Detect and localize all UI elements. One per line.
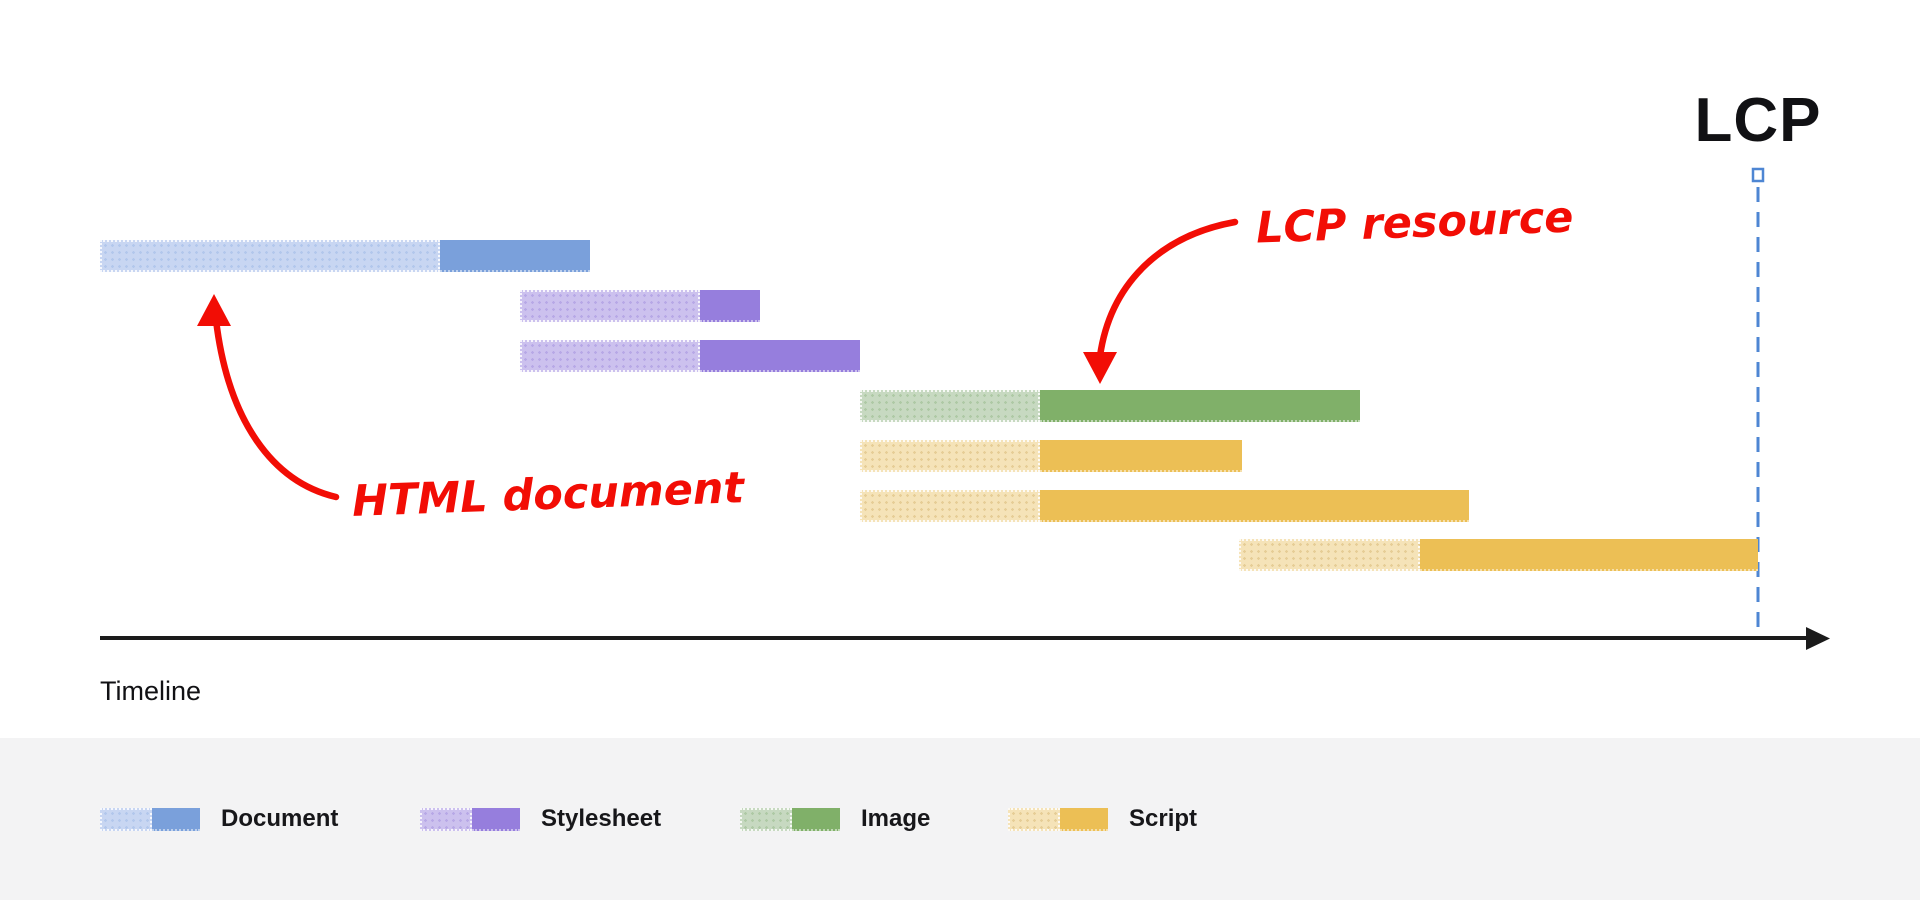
script-swatch-light bbox=[1008, 807, 1060, 831]
document-swatch-light bbox=[100, 807, 152, 831]
stylesheet-active-segment bbox=[700, 340, 860, 372]
lcp-title: LCP bbox=[1694, 86, 1822, 155]
document-active-segment bbox=[440, 240, 590, 272]
axis-arrowhead-icon bbox=[1806, 627, 1830, 650]
stylesheet-wait-segment bbox=[520, 340, 700, 372]
legend-item-stylesheet: Stylesheet bbox=[420, 804, 661, 834]
legend-label-image: Image bbox=[861, 805, 931, 832]
stylesheet-wait-segment bbox=[520, 290, 700, 322]
image-swatch-dark bbox=[792, 807, 840, 831]
stylesheet-swatch-dark bbox=[472, 807, 520, 831]
script-swatch-dark bbox=[1060, 807, 1108, 831]
lcp-marker-handle-icon bbox=[1751, 167, 1765, 183]
image-bar bbox=[860, 390, 1360, 422]
stylesheet-swatch-light bbox=[420, 807, 472, 831]
image-swatch-icon bbox=[740, 807, 840, 831]
script-wait-segment bbox=[860, 440, 1040, 472]
legend-label-document: Document bbox=[221, 805, 339, 832]
legend-item-script: Script bbox=[1008, 804, 1197, 834]
script-bar bbox=[1239, 539, 1758, 571]
stylesheet-bar bbox=[520, 290, 760, 322]
stylesheet-bar bbox=[520, 340, 860, 372]
html-document-arrow-icon bbox=[197, 294, 340, 501]
image-swatch-light bbox=[740, 807, 792, 831]
document-swatch-dark bbox=[152, 807, 200, 831]
legend-strip bbox=[0, 738, 1920, 900]
script-wait-segment bbox=[860, 490, 1040, 522]
html-document-annotation: HTML document bbox=[351, 463, 745, 527]
timeline-axis-label: Timeline bbox=[100, 676, 202, 706]
legend-label-script: Script bbox=[1129, 805, 1198, 832]
script-bar bbox=[860, 490, 1469, 522]
legend-item-image: Image bbox=[740, 804, 930, 834]
legend-item-document: Document bbox=[100, 804, 338, 834]
stylesheet-swatch-icon bbox=[420, 807, 520, 831]
lcp-resource-annotation: LCP resource bbox=[1255, 192, 1575, 254]
script-active-segment bbox=[1040, 490, 1469, 522]
lcp-resource-arrow-icon bbox=[1083, 218, 1239, 384]
document-wait-segment bbox=[100, 240, 440, 272]
image-active-segment bbox=[1040, 390, 1360, 422]
document-swatch-icon bbox=[100, 807, 200, 831]
document-bar bbox=[100, 240, 590, 272]
image-wait-segment bbox=[860, 390, 1040, 422]
timeline-axis-arrow bbox=[100, 627, 1830, 650]
legend-label-stylesheet: Stylesheet bbox=[541, 805, 662, 832]
stylesheet-active-segment bbox=[700, 290, 760, 322]
script-swatch-icon bbox=[1008, 807, 1108, 831]
script-active-segment bbox=[1040, 440, 1242, 472]
script-bar bbox=[860, 440, 1242, 472]
script-wait-segment bbox=[1239, 539, 1420, 571]
script-active-segment bbox=[1420, 539, 1758, 571]
